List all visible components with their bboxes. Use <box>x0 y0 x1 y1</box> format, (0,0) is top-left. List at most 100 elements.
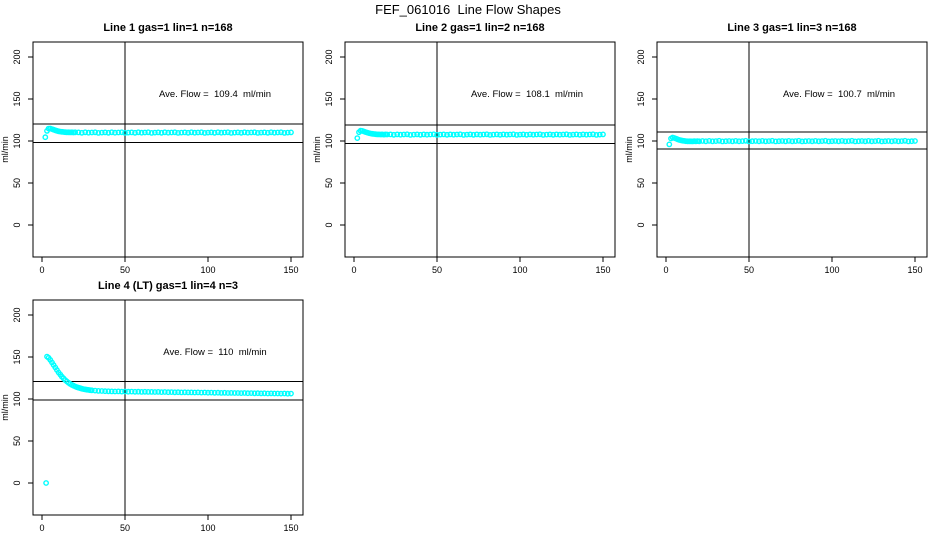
data-point <box>271 129 278 136</box>
data-point <box>457 131 464 138</box>
y-axis-label: ml/min <box>624 136 634 163</box>
data-point <box>556 131 563 138</box>
data-point <box>756 138 762 145</box>
data-point <box>118 129 125 136</box>
data-point <box>825 138 832 145</box>
x-tick-label: 50 <box>120 523 130 533</box>
data-point <box>354 135 361 142</box>
axis-box <box>344 41 616 258</box>
data-point <box>175 130 182 136</box>
y-tick-label: 50 <box>636 178 646 188</box>
data-point <box>181 129 188 136</box>
data-point <box>742 137 749 144</box>
data-point <box>400 131 407 138</box>
data-point <box>115 388 122 395</box>
data-point <box>434 132 440 138</box>
data-point <box>503 131 510 138</box>
data-point <box>775 138 782 145</box>
data-point <box>497 131 504 138</box>
data-point <box>384 131 391 138</box>
x-tick-label: 0 <box>663 265 668 275</box>
data-point <box>145 389 152 395</box>
data-point <box>115 129 122 136</box>
data-point <box>752 138 759 144</box>
data-point <box>205 389 211 396</box>
data-point <box>231 390 238 396</box>
data-point <box>181 389 188 396</box>
data-point <box>211 129 218 136</box>
y-tick-label: 200 <box>324 49 334 64</box>
data-point <box>208 129 215 136</box>
data-point <box>258 129 264 136</box>
axis-box <box>32 41 304 258</box>
y-axis-label: ml/min <box>0 136 10 163</box>
data-point <box>258 390 264 397</box>
data-point <box>759 138 766 144</box>
data-point <box>195 389 201 396</box>
y-axis-label: ml/min <box>0 394 10 421</box>
data-point <box>543 131 550 138</box>
data-point <box>195 129 201 136</box>
x-tick-label: 100 <box>200 265 215 275</box>
data-point <box>842 138 849 145</box>
data-point <box>132 129 138 136</box>
y-tick-label: 100 <box>12 391 22 406</box>
data-point <box>510 131 517 138</box>
data-point <box>244 390 251 397</box>
data-point <box>699 138 706 144</box>
data-point <box>228 130 235 136</box>
data-point <box>92 387 99 394</box>
data-point <box>726 138 733 144</box>
data-point <box>198 129 205 136</box>
data-point <box>719 138 726 145</box>
data-point <box>855 138 862 145</box>
y-tick-label: 200 <box>636 49 646 64</box>
data-point <box>264 390 271 397</box>
data-point <box>221 389 228 396</box>
data-point <box>125 129 132 136</box>
axis-box <box>656 41 928 258</box>
data-point <box>739 138 746 145</box>
data-point <box>427 131 434 138</box>
ave-flow-annotation: Ave. Flow = 100.7 ml/min <box>782 89 896 100</box>
data-point <box>278 129 284 136</box>
data-point <box>666 141 673 148</box>
panel-line-3: Line 3 gas=1 lin=3 n=168 Ave. Flow = 100… <box>624 14 936 282</box>
data-point <box>128 129 135 136</box>
data-point <box>865 138 872 144</box>
data-point <box>112 388 118 395</box>
data-point <box>765 138 772 145</box>
data-point <box>898 138 905 145</box>
data-point <box>819 138 825 145</box>
data-point <box>822 137 829 144</box>
data-point <box>284 129 291 136</box>
data-point <box>122 130 128 136</box>
data-point <box>105 129 112 136</box>
y-tick-label: 50 <box>12 178 22 188</box>
data-point <box>487 132 494 138</box>
y-tick-label: 150 <box>636 91 646 106</box>
data-point <box>832 138 839 144</box>
data-point <box>527 131 533 138</box>
data-point <box>858 138 865 144</box>
data-point <box>88 387 95 394</box>
data-point <box>188 129 195 136</box>
data-point <box>198 389 205 396</box>
x-tick-label: 50 <box>432 265 442 275</box>
data-point <box>809 138 816 145</box>
y-tick-label: 100 <box>324 133 334 148</box>
data-point <box>274 390 281 397</box>
data-point <box>912 138 918 144</box>
figure-title: FEF_061016 Line Flow Shapes <box>375 2 561 17</box>
data-point <box>88 129 95 136</box>
x-tick-label: 100 <box>512 265 527 275</box>
data-point <box>102 129 109 136</box>
plot-area-line-1: 0 50 100 150 0 50 100 150 200 ml/min <box>0 41 304 275</box>
data-point <box>201 389 208 396</box>
data-point <box>440 131 447 138</box>
data-point <box>78 129 85 136</box>
data-point <box>513 132 520 138</box>
data-point <box>95 130 102 136</box>
data-point <box>234 390 241 396</box>
